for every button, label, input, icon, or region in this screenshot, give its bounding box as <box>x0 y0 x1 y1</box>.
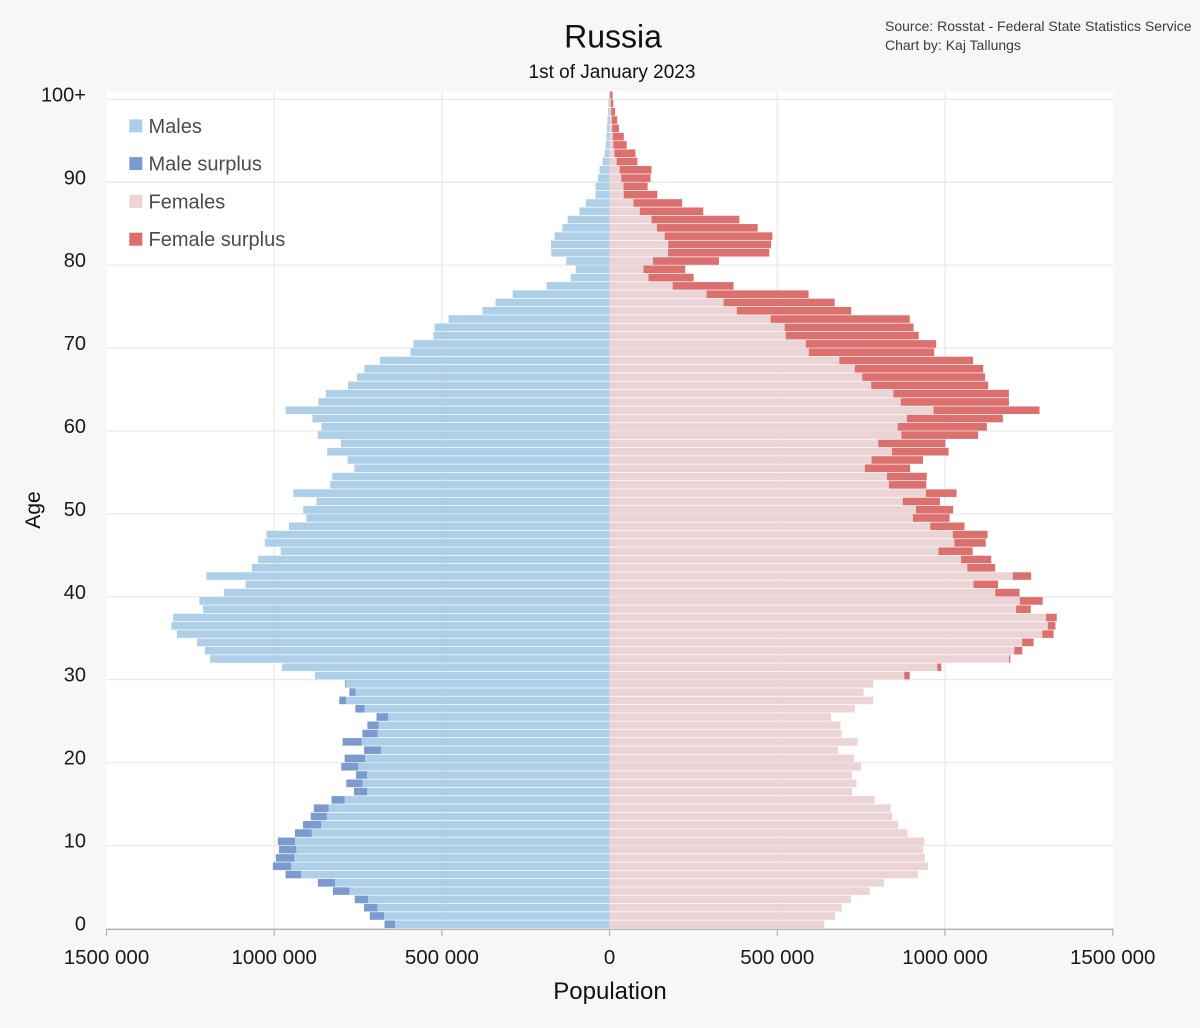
svg-text:Males: Males <box>149 116 202 138</box>
svg-text:1500 000: 1500 000 <box>64 946 150 969</box>
svg-text:20: 20 <box>64 748 86 770</box>
svg-text:Female surplus: Female surplus <box>149 229 286 251</box>
svg-text:10: 10 <box>64 831 86 853</box>
svg-text:500 000: 500 000 <box>740 946 814 969</box>
svg-text:Population: Population <box>553 978 666 1005</box>
svg-text:50: 50 <box>64 499 86 521</box>
svg-text:80: 80 <box>64 250 86 272</box>
svg-text:90: 90 <box>64 167 86 189</box>
svg-text:1st of January 2023: 1st of January 2023 <box>529 62 696 83</box>
svg-text:Russia: Russia <box>564 19 662 55</box>
svg-text:Females: Females <box>149 191 226 213</box>
svg-text:30: 30 <box>64 665 86 687</box>
svg-text:1500 000: 1500 000 <box>1070 946 1156 969</box>
svg-text:0: 0 <box>75 913 86 935</box>
svg-text:60: 60 <box>64 416 86 438</box>
svg-text:1000 000: 1000 000 <box>902 946 988 969</box>
svg-text:100+: 100+ <box>41 84 86 106</box>
svg-text:70: 70 <box>64 333 86 355</box>
svg-text:Source: Rosstat - Federal Stat: Source: Rosstat - Federal State Statisti… <box>885 18 1192 34</box>
svg-text:1000 000: 1000 000 <box>231 946 317 969</box>
svg-text:Male surplus: Male surplus <box>149 154 262 176</box>
svg-text:Age: Age <box>22 491 45 528</box>
svg-text:0: 0 <box>604 946 615 969</box>
svg-text:Chart by: Kaj Tallungs: Chart by: Kaj Tallungs <box>885 37 1021 53</box>
svg-text:40: 40 <box>64 582 86 604</box>
svg-text:500 000: 500 000 <box>405 946 479 969</box>
